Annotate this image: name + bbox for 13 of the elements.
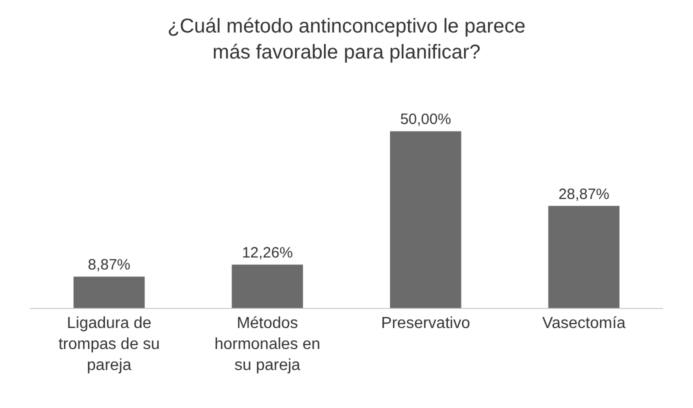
chart-title: ¿Cuál método antinconceptivo le parece más favorable para planificar? — [168, 16, 526, 64]
x-tick-label: Preservativo — [381, 315, 470, 332]
bar — [74, 276, 145, 308]
data-label: 12,26% — [242, 244, 293, 262]
bar — [232, 264, 303, 308]
bar — [390, 131, 462, 308]
x-tick-label: Métodos hormonales en su pareja — [214, 315, 320, 374]
bar — [548, 206, 620, 308]
x-tick-label: Vasectomía — [542, 315, 626, 332]
data-label: 8,87% — [88, 256, 130, 274]
data-label: 50,00% — [400, 111, 452, 128]
data-label: 28,87% — [558, 186, 610, 203]
x-tick-label: Ligadura de trompas de su pareja — [58, 315, 160, 374]
